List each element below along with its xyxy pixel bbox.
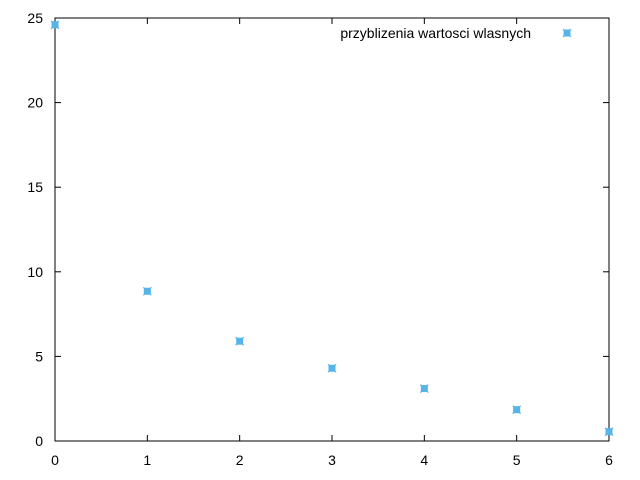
x-tick-label: 0 [51,452,59,468]
legend: przyblizenia wartosci wlasnych [340,25,572,41]
y-tick-label: 20 [27,95,43,111]
legend-marker-symbol [562,28,572,38]
data-point [142,286,152,296]
x-tick-label: 1 [143,452,151,468]
y-tick-label: 25 [27,10,43,26]
data-point [604,427,614,437]
data-point [235,336,245,346]
y-tick-label: 0 [35,433,43,449]
legend-label: przyblizenia wartosci wlasnych [340,25,531,41]
x-tick-label: 6 [605,452,613,468]
data-point [419,384,429,393]
legend-marker [562,28,572,38]
x-tick-label: 3 [328,452,336,468]
plot-border [54,17,610,442]
y-axis: 0 5 10 15 20 25 [27,10,609,449]
x-tick-label: 5 [513,452,521,468]
data-point [327,363,337,373]
x-axis: 0 1 2 3 4 5 6 [51,18,613,468]
y-tick-label: 5 [35,348,43,364]
y-tick-label: 15 [27,179,43,195]
x-tick-label: 4 [420,452,428,468]
x-tick-label: 2 [236,452,244,468]
data-point [512,405,522,415]
data-series [50,20,614,437]
data-point [50,20,60,30]
y-tick-label: 10 [27,264,43,280]
